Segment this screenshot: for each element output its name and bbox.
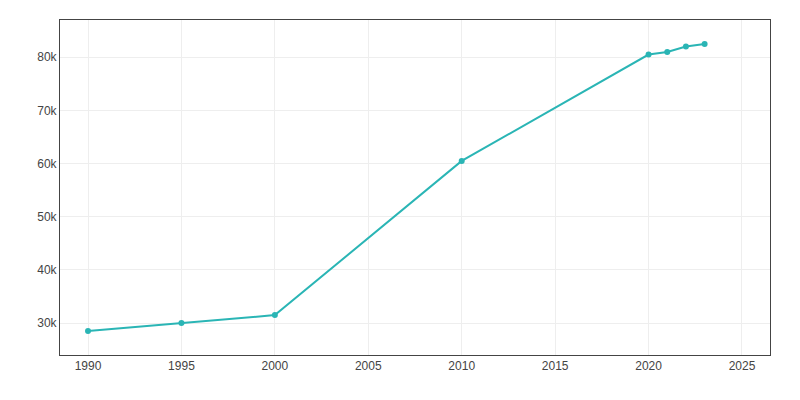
svg-text:2000: 2000 — [262, 359, 289, 373]
svg-text:1990: 1990 — [75, 359, 102, 373]
svg-text:2020: 2020 — [635, 359, 662, 373]
svg-text:80k: 80k — [37, 50, 57, 64]
svg-text:2015: 2015 — [542, 359, 569, 373]
svg-text:1995: 1995 — [168, 359, 195, 373]
svg-text:70k: 70k — [37, 104, 57, 118]
svg-text:60k: 60k — [37, 157, 57, 171]
svg-text:40k: 40k — [37, 263, 57, 277]
svg-text:2005: 2005 — [355, 359, 382, 373]
svg-text:30k: 30k — [37, 316, 57, 330]
svg-text:2010: 2010 — [448, 359, 475, 373]
svg-text:2025: 2025 — [729, 359, 756, 373]
svg-text:50k: 50k — [37, 210, 57, 224]
